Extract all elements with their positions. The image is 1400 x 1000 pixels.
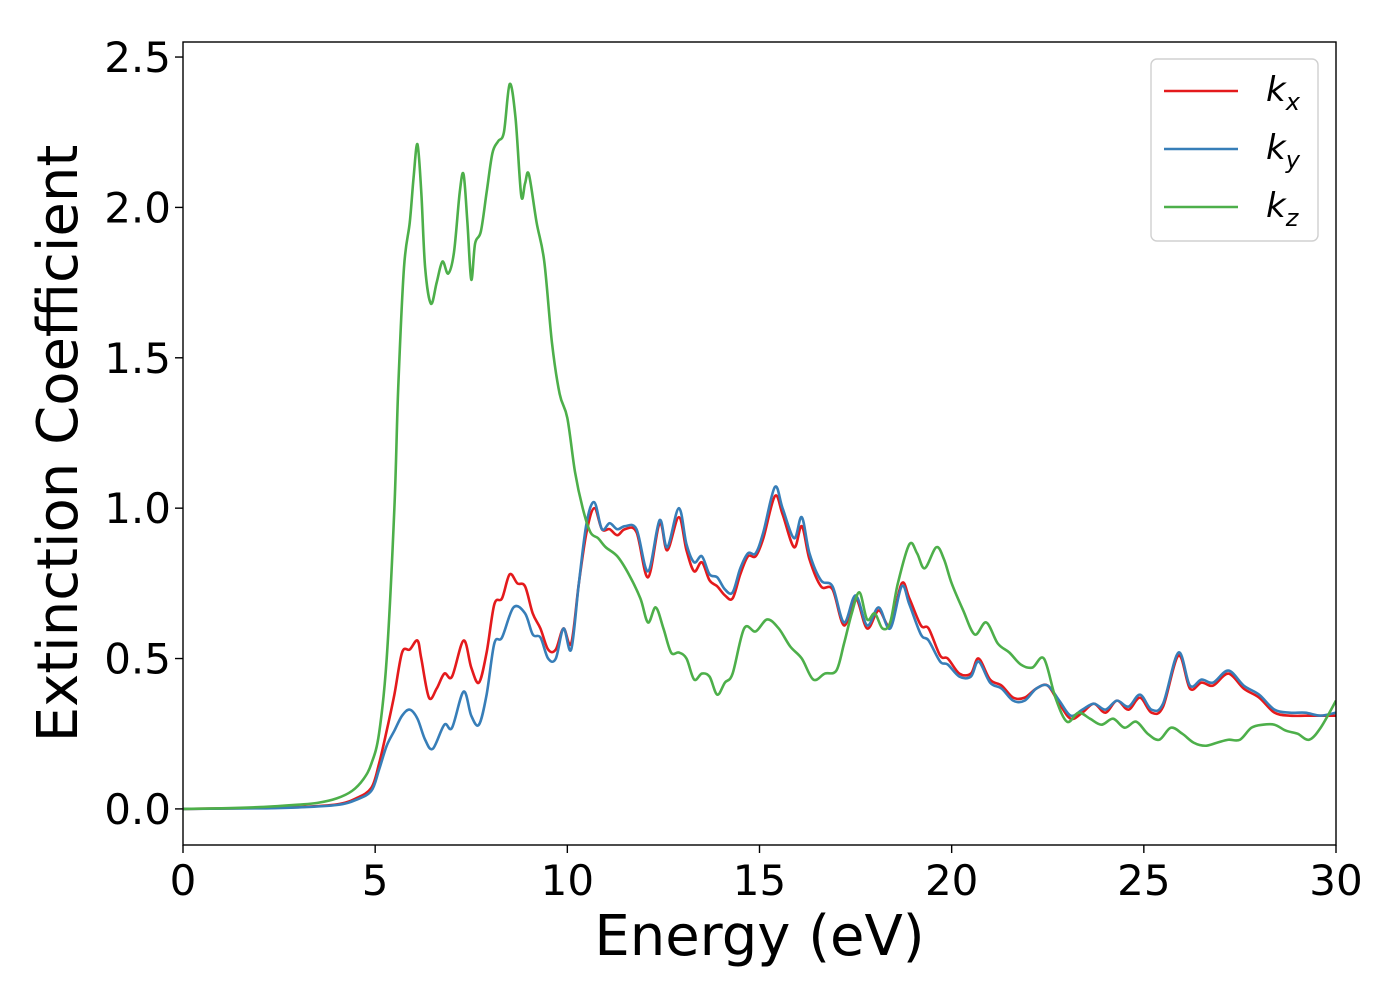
legend-label-ky: ky: [1266, 128, 1301, 174]
x-tick-label: 0: [170, 856, 197, 905]
x-tick-label: 15: [733, 856, 786, 905]
series-line-ky: [183, 485, 1336, 811]
y-tick-label: 1.5: [104, 334, 171, 383]
x-tick-label: 30: [1309, 856, 1362, 905]
axis-ticks: 0 5 10 15 20 25 30 0.0 0.5 1.0 1.5 2.0 2.5: [104, 33, 1363, 905]
x-tick-label: 10: [541, 856, 594, 905]
x-tick-label: 25: [1117, 856, 1170, 905]
series-lines: [183, 82, 1336, 811]
x-axis-title: Energy (eV): [594, 904, 924, 969]
series-line-kx: [183, 494, 1336, 811]
y-tick-label: 0.5: [104, 635, 171, 684]
y-tick-label: 2.0: [104, 183, 171, 232]
legend-label-kx: kx: [1266, 70, 1301, 116]
y-tick-label: 0.0: [104, 785, 171, 834]
y-axis-title: Extinction Coefficient: [26, 145, 91, 743]
x-tick-label: 20: [925, 856, 978, 905]
y-tick-label: 1.0: [104, 484, 171, 533]
x-tick-label: 5: [362, 856, 389, 905]
series-line-kz: [183, 82, 1336, 811]
legend: kx ky kz: [1150, 58, 1319, 242]
y-tick-label: 2.5: [104, 33, 171, 82]
legend-label-kz: kz: [1266, 186, 1300, 232]
